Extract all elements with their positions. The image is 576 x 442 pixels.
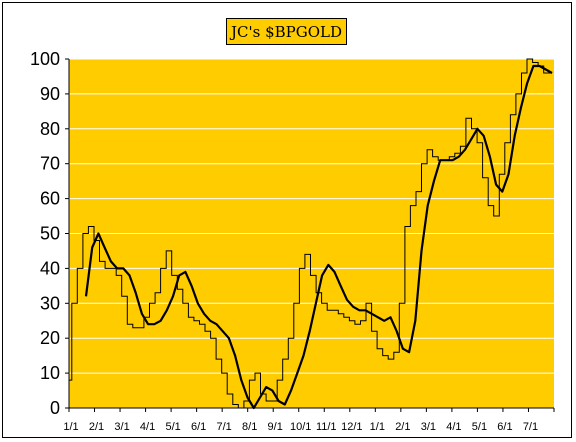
x-tick-label-9: 10/1 [290,421,311,433]
x-tick-label-4: 5/1 [165,421,180,433]
x-tick-label-10: 11/1 [316,421,337,433]
x-tick-label-3: 4/1 [140,421,155,433]
x-tick-label-11: 12/1 [341,421,362,433]
x-tick-label-7: 8/1 [242,421,257,433]
x-tick-label-12: 1/1 [370,421,385,433]
x-tick-label-8: 9/1 [268,421,283,433]
x-tick-label-16: 5/1 [472,421,487,433]
x-tick-label-13: 2/1 [395,421,410,433]
y-tick-labels: 0 10 20 30 40 50 60 70 80 90 100 [30,49,69,418]
x-tick-label-5: 6/1 [191,421,206,433]
y-tick-label-10: 10 [40,363,60,383]
x-tick-label-6: 7/1 [217,421,232,433]
x-tick-label-17: 6/1 [497,421,512,433]
y-tick-label-50: 50 [40,224,60,244]
chart-title-box: JC's $BPGOLD [226,18,347,45]
y-tick-label-20: 20 [40,328,60,348]
gridlines [69,58,554,374]
y-tick-label-60: 60 [40,189,60,209]
x-tick-label-15: 4/1 [446,421,461,433]
y-tick-label-90: 90 [40,84,60,104]
x-tick-label-1: 2/1 [89,421,104,433]
y-tick-label-70: 70 [40,154,60,174]
y-tick-label-40: 40 [40,258,60,278]
x-tick-labels: 1/1 2/1 3/1 4/1 5/1 6/1 7/1 8/1 9/1 10/1 11/1 12/1 1… [63,408,555,433]
x-tick-label-14: 3/1 [421,421,436,433]
x-tick-label-18: 7/1 [523,421,538,433]
series-layer [69,58,553,410]
y-tick-label-100: 100 [30,49,60,69]
y-tick-label-0: 0 [50,398,60,418]
x-tick-label-2: 3/1 [114,421,129,433]
series-smoothed-line [84,64,553,410]
y-tick-label-30: 30 [40,293,60,313]
x-tick-label-0: 1/1 [63,421,78,433]
series-raw-line [69,58,552,409]
chart-title: JC's $BPGOLD [230,22,342,41]
y-tick-label-80: 80 [40,119,60,139]
